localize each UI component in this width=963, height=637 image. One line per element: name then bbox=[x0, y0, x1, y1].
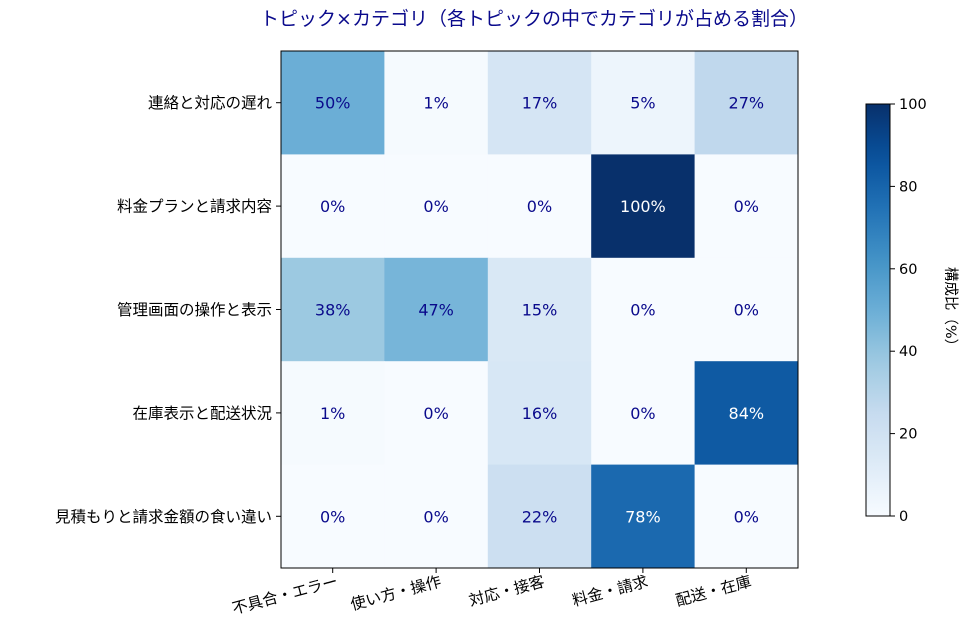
heatmap-cell bbox=[384, 51, 489, 155]
y-tick-label: 連絡と対応の遅れ bbox=[148, 94, 273, 112]
heatmap-cell-label: 0% bbox=[734, 507, 759, 526]
colorbar-tick-label: 60 bbox=[899, 262, 917, 278]
heatmap-cell-labels: 50% 1% 17% 5% 27% 0% 0% 0% 100% 0% 38% 47% 15% 0% 0% 1%… bbox=[315, 94, 764, 527]
colorbar-tick-label: 0 bbox=[899, 509, 908, 525]
heatmap-cell bbox=[487, 51, 592, 155]
heatmap-cell-label: 78% bbox=[625, 507, 661, 526]
heatmap-cell bbox=[591, 257, 696, 362]
x-tick-label: 不具合・エラー bbox=[230, 572, 339, 617]
colorbar-tick-label: 100 bbox=[899, 97, 927, 113]
heatmap-cell bbox=[591, 464, 696, 569]
colorbar-tick-label: 20 bbox=[899, 427, 917, 443]
heatmap-cell-label: 38% bbox=[315, 301, 351, 320]
heatmap-cell bbox=[281, 464, 385, 569]
heatmap-cell bbox=[384, 464, 489, 569]
heatmap-cell-label: 0% bbox=[630, 404, 655, 423]
heatmap-cell-label: 0% bbox=[734, 197, 759, 216]
chart-title: トピック×カテゴリ（各トピックの中でカテゴリが占める割合） bbox=[260, 8, 808, 30]
heatmap-cell-label: 0% bbox=[320, 507, 345, 526]
heatmap-cell bbox=[281, 154, 385, 259]
heatmap-cell-label: 0% bbox=[423, 197, 448, 216]
y-axis: 連絡と対応の遅れ料金プランと請求内容管理画面の操作と表示在庫表示と配送状況見積も… bbox=[55, 94, 281, 526]
heatmap-cell-label: 47% bbox=[418, 301, 454, 320]
x-tick-label: 料金・請求 bbox=[570, 572, 650, 609]
heatmap-cell-label: 0% bbox=[734, 301, 759, 320]
heatmap-cell-label: 0% bbox=[320, 197, 345, 216]
heatmap-cell bbox=[487, 154, 592, 259]
heatmap-cell bbox=[281, 361, 385, 466]
y-tick-label: 見積もりと請求金額の食い違い bbox=[55, 508, 272, 526]
heatmap-cell-label: 50% bbox=[315, 94, 351, 113]
heatmap-cell bbox=[694, 257, 799, 362]
heatmap-cell-label: 0% bbox=[423, 507, 448, 526]
heatmap-cell-label: 1% bbox=[423, 94, 448, 113]
heatmap-cell bbox=[694, 51, 799, 155]
heatmap-cell-label: 0% bbox=[423, 404, 448, 423]
y-tick-label: 料金プランと請求内容 bbox=[117, 198, 272, 216]
heatmap-cell bbox=[384, 154, 489, 259]
heatmap-cell-label: 1% bbox=[320, 404, 345, 423]
heatmap-cell bbox=[591, 51, 696, 155]
heatmap-cell bbox=[591, 361, 696, 466]
heatmap-cell bbox=[694, 154, 799, 259]
y-tick-label: 管理画面の操作と表示 bbox=[117, 301, 272, 319]
colorbar: 0 20 40 60 80 100 構成比（%） bbox=[865, 97, 959, 525]
x-tick-label: 使い方・操作 bbox=[349, 572, 444, 613]
heatmap-cell bbox=[487, 257, 592, 362]
heatmap-cell-label: 22% bbox=[522, 507, 558, 526]
x-axis: 不具合・エラー 使い方・操作 対応・接客 料金・請求 配送・在庫 bbox=[230, 568, 753, 618]
heatmap-cell bbox=[281, 257, 385, 362]
heatmap-cell bbox=[384, 257, 489, 362]
x-tick-label: 配送・在庫 bbox=[674, 572, 754, 609]
heatmap-cell-label: 0% bbox=[630, 301, 655, 320]
heatmap-cell bbox=[384, 361, 489, 466]
heatmap-cell-label: 17% bbox=[522, 94, 558, 113]
heatmap-cell-label: 16% bbox=[522, 404, 558, 423]
heatmap-cell bbox=[487, 361, 592, 466]
heatmap-cell bbox=[694, 361, 799, 466]
heatmap-cell-label: 5% bbox=[630, 94, 655, 113]
heatmap-cell-label: 27% bbox=[729, 94, 765, 113]
heatmap-cell bbox=[694, 464, 799, 569]
heatmap-cell-label: 0% bbox=[527, 197, 552, 216]
colorbar-scale bbox=[865, 103, 891, 517]
colorbar-tick-label: 40 bbox=[899, 344, 917, 360]
colorbar-tick-label: 80 bbox=[899, 179, 917, 195]
colorbar-label: 構成比（%） bbox=[942, 267, 959, 353]
heatmap-cell bbox=[487, 464, 592, 569]
heatmap-cell-label: 15% bbox=[522, 301, 558, 320]
heatmap-cell bbox=[591, 154, 696, 259]
y-tick-label: 在庫表示と配送状況 bbox=[132, 404, 272, 422]
x-tick-label: 対応・接客 bbox=[467, 572, 547, 609]
heatmap-cell-label: 84% bbox=[729, 404, 765, 423]
heatmap-cell bbox=[281, 51, 385, 155]
heatmap-cell-label: 100% bbox=[620, 197, 666, 216]
heatmap-cells bbox=[281, 51, 799, 569]
